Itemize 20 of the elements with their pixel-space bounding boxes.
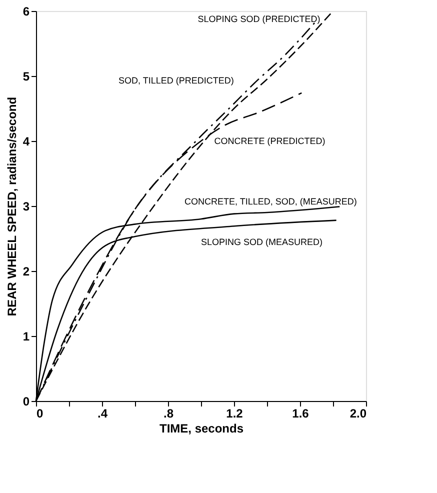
series-label: CONCRETE, TILLED, SOD, (MEASURED) (184, 196, 357, 206)
y-tick-label: 5 (22, 70, 30, 84)
x-tick-label: 1.6 (292, 406, 310, 420)
x-tick-label: .8 (163, 406, 174, 420)
y-axis-title: REAR WHEEL SPEED, radians/second (4, 96, 19, 316)
y-tick-label: 1 (22, 330, 30, 344)
x-tick-label: 1.2 (226, 406, 244, 420)
series-label: SLOPING SOD (PREDICTED) (198, 14, 320, 24)
x-axis-title: TIME, seconds (159, 422, 244, 436)
y-tick-label: 3 (22, 200, 30, 214)
y-tick-label: 4 (22, 134, 30, 148)
x-tick-label: .4 (97, 406, 108, 420)
y-tick-label: 6 (22, 4, 30, 18)
y-tick-label: 0 (22, 394, 30, 408)
y-tick-label: 2 (22, 264, 30, 278)
series-label: CONCRETE (PREDICTED) (214, 136, 326, 146)
x-tick-label: 0 (36, 406, 44, 420)
series-label: SLOPING SOD (MEASURED) (201, 236, 323, 247)
x-tick-label: 2.0 (350, 406, 367, 420)
series-label: SOD, TILLED (PREDICTED) (118, 76, 234, 86)
